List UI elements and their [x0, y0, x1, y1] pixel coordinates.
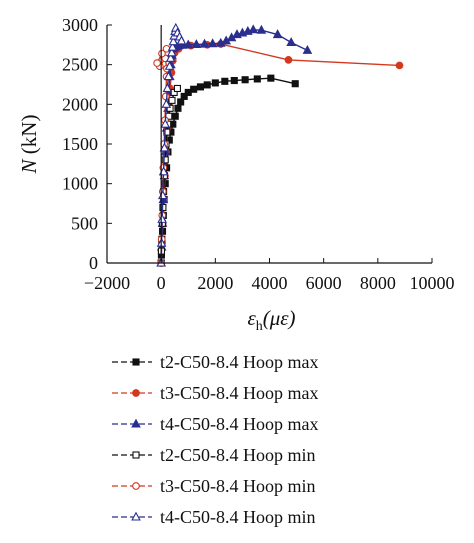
series-line [160, 29, 308, 264]
legend: t2-C50-8.4 Hoop max t3-C50-8.4 Hoop max t4… [112, 352, 318, 527]
data-point [163, 71, 174, 81]
data-point [171, 112, 179, 120]
legend-label: t4-C50-8.4 Hoop max [160, 414, 318, 434]
data-point [267, 74, 275, 82]
series-1 [157, 74, 299, 267]
y-tick-label: 2000 [62, 94, 98, 114]
data-point [165, 52, 176, 62]
data-point [221, 77, 229, 85]
data-point [161, 156, 169, 164]
x-axis-title: εh(με) [247, 306, 295, 334]
data-point [159, 142, 170, 152]
plot-area [153, 22, 404, 267]
data-point [272, 29, 283, 39]
data-point [160, 118, 171, 128]
data-point [162, 83, 173, 93]
legend-marker [132, 482, 140, 490]
y-tick-label: 1000 [62, 174, 98, 194]
y-axis-title: N (kN) [17, 115, 41, 175]
data-point [161, 98, 172, 108]
data-point [230, 76, 238, 85]
legend-label: t3-C50-8.4 Hoop min [160, 476, 316, 496]
data-point [286, 37, 296, 47]
data-point [167, 41, 178, 51]
data-point [291, 80, 299, 88]
data-point [253, 75, 261, 83]
data-point [166, 47, 177, 57]
data-point [163, 128, 171, 136]
x-tick-label: 0 [157, 273, 166, 293]
x-tick-label: 8000 [360, 273, 396, 293]
x-tick-label: 2000 [197, 273, 233, 293]
y-tick-label: 0 [89, 253, 98, 273]
legend-marker [132, 389, 140, 397]
data-point [241, 76, 249, 84]
data-point [207, 38, 218, 48]
x-tick-label: 10000 [410, 273, 455, 293]
data-point [248, 24, 259, 34]
data-point [284, 56, 293, 64]
legend-label: t4-C50-8.4 Hoop min [160, 507, 316, 527]
series-line [160, 43, 400, 264]
legend-marker [131, 418, 141, 428]
data-point [157, 214, 167, 223]
y-tick-label: 2500 [62, 55, 98, 75]
data-point [203, 81, 211, 89]
data-point [196, 83, 204, 91]
y-tick-label: 3000 [62, 15, 98, 35]
data-point [395, 61, 404, 70]
data-point [173, 84, 181, 93]
legend-item-4: t2-C50-8.4 Hoop min [112, 445, 316, 465]
legend-item-1: t2-C50-8.4 Hoop max [112, 352, 318, 372]
legend-item-2: t3-C50-8.4 Hoop max [112, 383, 318, 403]
legend-label: t3-C50-8.4 Hoop max [160, 383, 318, 403]
data-point [166, 104, 174, 112]
x-tick-label: 6000 [306, 273, 342, 293]
data-point [256, 24, 267, 34]
legend-item-6: t4-C50-8.4 Hoop min [112, 507, 316, 527]
data-point [161, 92, 170, 101]
y-tick-label: 1500 [62, 134, 98, 154]
legend-marker [132, 451, 140, 459]
y-tick-label: 500 [71, 213, 98, 233]
legend-label: t2-C50-8.4 Hoop min [160, 445, 316, 465]
data-point [176, 35, 187, 45]
x-tick-label: 4000 [252, 273, 288, 293]
data-point [174, 104, 182, 112]
data-point [168, 96, 176, 104]
x-tick-label: −2000 [84, 273, 130, 293]
data-point [153, 59, 161, 67]
data-point [164, 60, 175, 70]
legend-item-3: t4-C50-8.4 Hoop max [112, 414, 318, 434]
data-point [190, 85, 198, 93]
data-point [211, 79, 219, 87]
legend-marker [131, 511, 141, 521]
legend-label: t2-C50-8.4 Hoop max [160, 352, 318, 372]
data-point [183, 39, 194, 49]
data-point [191, 39, 202, 48]
data-point [302, 45, 313, 54]
data-point [168, 36, 179, 46]
data-point [199, 38, 210, 48]
series-2 [157, 40, 404, 267]
data-point [158, 49, 166, 58]
data-point [180, 92, 188, 100]
legend-marker [132, 358, 140, 366]
legend-item-5: t3-C50-8.4 Hoop min [112, 476, 316, 496]
